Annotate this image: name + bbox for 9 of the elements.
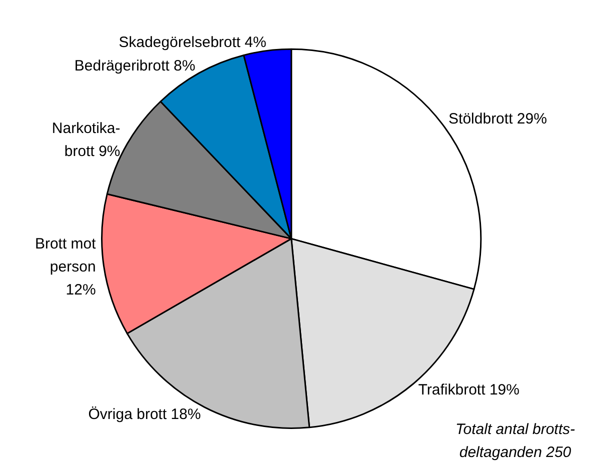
slice-label: Brott mot person	[34, 235, 97, 276]
data-label: 12%	[66, 281, 96, 298]
text: Totalt antal brotts- deltaganden 250	[455, 421, 576, 461]
slice-label: Skadegörelsebrott 4%	[118, 34, 266, 52]
slice-label: Trafikbrott 19%	[418, 382, 520, 399]
slice-label: Narkotika- brott 9%	[52, 120, 120, 160]
slice-label: Övriga brott 18%	[88, 406, 201, 423]
slice-label: Stöldbrott 29%	[448, 110, 547, 128]
slice-label: Bedrägeribrott 8%	[74, 58, 196, 75]
